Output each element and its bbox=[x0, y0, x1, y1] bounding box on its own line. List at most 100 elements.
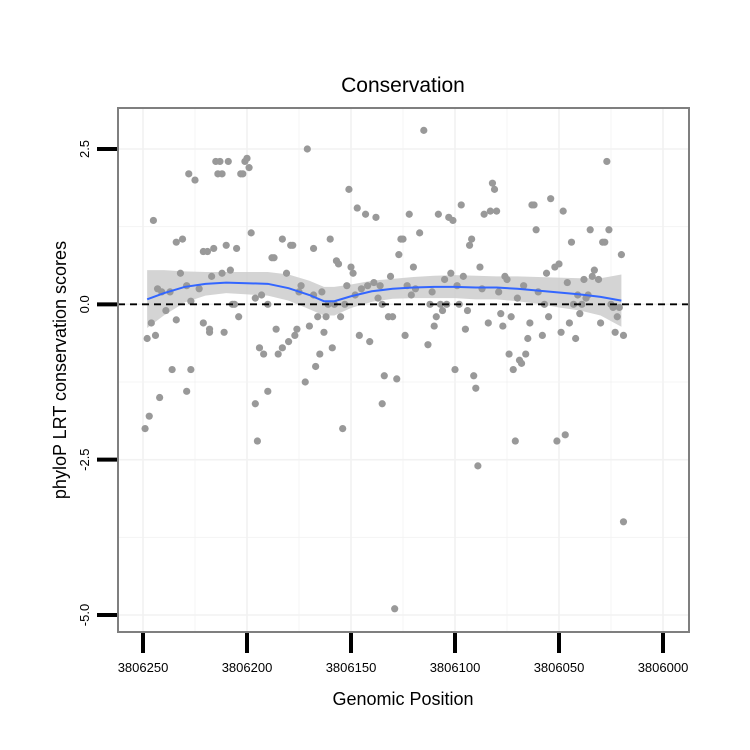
data-point bbox=[239, 170, 247, 178]
data-point bbox=[347, 263, 355, 271]
data-point bbox=[378, 400, 386, 408]
y-axis-label: phyloP LRT conservation scores bbox=[50, 241, 70, 499]
data-point bbox=[526, 319, 534, 327]
data-point bbox=[488, 179, 497, 187]
data-point bbox=[230, 300, 239, 308]
data-point bbox=[617, 251, 626, 259]
data-point bbox=[147, 319, 155, 327]
x-axis-label: Genomic Position bbox=[332, 689, 473, 709]
data-point bbox=[301, 378, 309, 386]
data-point bbox=[233, 244, 241, 253]
data-point bbox=[328, 344, 336, 352]
data-point bbox=[476, 263, 484, 271]
data-point bbox=[567, 238, 576, 246]
data-point bbox=[459, 272, 467, 280]
data-point bbox=[565, 319, 574, 327]
data-point bbox=[168, 365, 176, 374]
data-point bbox=[187, 297, 195, 305]
data-point bbox=[270, 254, 278, 262]
data-point bbox=[615, 303, 623, 312]
data-point bbox=[224, 157, 232, 166]
data-point bbox=[222, 241, 230, 249]
data-point bbox=[318, 288, 326, 296]
data-point bbox=[178, 235, 187, 243]
x-tick-label: 3806200 bbox=[222, 660, 273, 675]
data-point bbox=[499, 322, 507, 330]
data-point bbox=[590, 266, 598, 274]
data-point bbox=[391, 605, 399, 613]
data-point bbox=[509, 365, 517, 374]
panel-border bbox=[117, 107, 690, 633]
data-point bbox=[185, 170, 193, 178]
data-point bbox=[511, 437, 519, 445]
data-point bbox=[353, 204, 361, 212]
data-point bbox=[210, 244, 218, 253]
data-point bbox=[441, 275, 449, 284]
data-point bbox=[172, 238, 180, 246]
data-point bbox=[251, 294, 259, 302]
data-point bbox=[468, 235, 476, 243]
data-point bbox=[480, 210, 488, 218]
data-point bbox=[216, 157, 224, 166]
data-point bbox=[486, 207, 494, 215]
data-point bbox=[503, 275, 511, 284]
data-point bbox=[619, 518, 628, 526]
data-point bbox=[187, 365, 195, 374]
data-point bbox=[208, 272, 216, 280]
data-point bbox=[386, 272, 395, 280]
data-point bbox=[597, 319, 605, 327]
data-point bbox=[143, 334, 151, 343]
data-point bbox=[588, 272, 596, 280]
data-point bbox=[191, 176, 199, 184]
data-point bbox=[176, 269, 185, 277]
data-point bbox=[532, 226, 540, 234]
data-point bbox=[553, 437, 561, 445]
data-point bbox=[199, 319, 207, 327]
data-point bbox=[457, 201, 465, 209]
data-point bbox=[251, 400, 259, 408]
data-point bbox=[245, 164, 253, 172]
y-tick-label: 0.0 bbox=[77, 295, 92, 313]
data-point bbox=[407, 291, 415, 299]
data-point bbox=[420, 126, 428, 134]
data-point bbox=[285, 338, 293, 346]
data-point bbox=[322, 313, 330, 321]
data-point bbox=[153, 285, 162, 293]
data-point bbox=[293, 325, 301, 333]
data-point bbox=[594, 275, 603, 284]
data-point bbox=[339, 425, 347, 433]
data-point bbox=[370, 278, 378, 287]
data-point bbox=[465, 241, 474, 249]
data-point bbox=[278, 235, 286, 243]
data-point bbox=[409, 263, 417, 271]
data-point bbox=[522, 350, 530, 358]
data-point bbox=[399, 235, 407, 243]
data-point bbox=[470, 372, 478, 380]
data-point bbox=[520, 282, 528, 290]
data-point bbox=[517, 359, 526, 367]
data-point bbox=[389, 313, 397, 321]
data-point bbox=[428, 288, 436, 296]
data-point bbox=[309, 244, 318, 253]
data-point bbox=[326, 235, 334, 243]
data-point bbox=[345, 185, 353, 193]
data-point bbox=[320, 328, 328, 336]
x-tick-label: 3806150 bbox=[326, 660, 377, 675]
data-point bbox=[156, 393, 164, 402]
data-point bbox=[183, 387, 191, 395]
data-point bbox=[376, 282, 384, 290]
data-point bbox=[542, 269, 551, 277]
data-point bbox=[205, 325, 214, 333]
smooth-line bbox=[146, 281, 622, 303]
data-point bbox=[355, 331, 363, 339]
data-point bbox=[411, 285, 420, 293]
data-point bbox=[380, 372, 388, 380]
data-point bbox=[203, 247, 212, 256]
data-point bbox=[357, 285, 365, 293]
data-point bbox=[372, 213, 380, 221]
data-point bbox=[474, 462, 482, 470]
data-point bbox=[334, 260, 343, 268]
data-point bbox=[364, 282, 372, 290]
data-point bbox=[524, 334, 532, 343]
